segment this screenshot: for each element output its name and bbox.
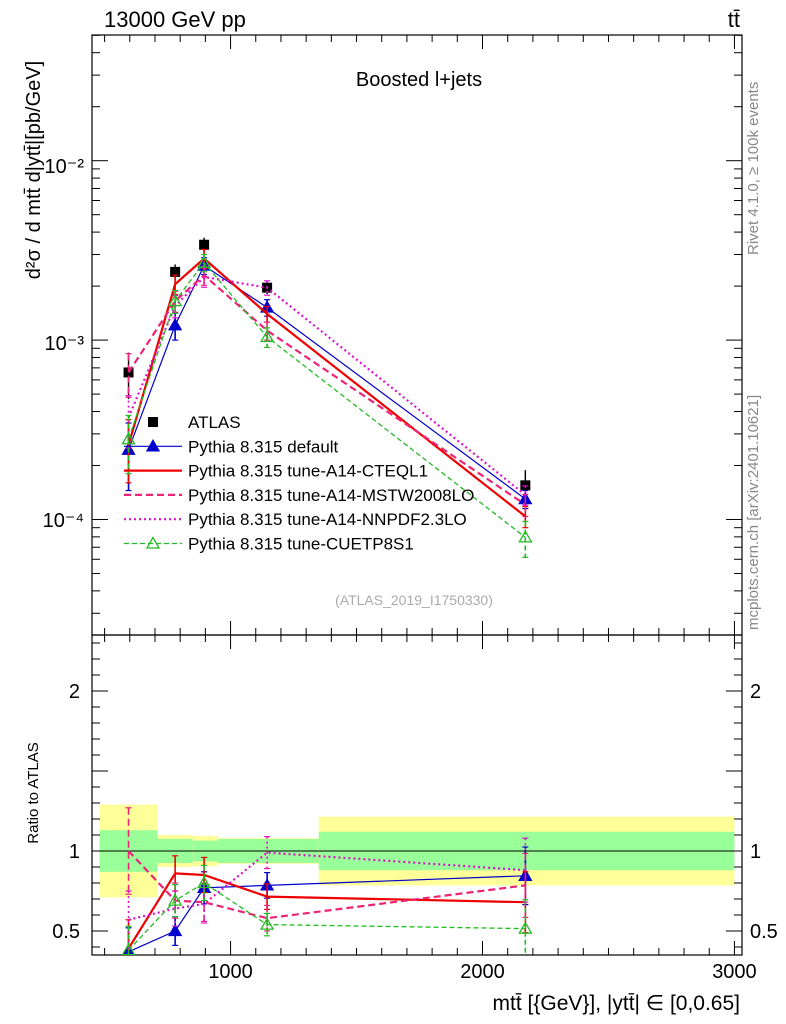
analysis-watermark: (ATLAS_2019_I1750330)	[335, 592, 493, 608]
main-series-group	[121, 237, 533, 558]
legend-marker-default	[145, 438, 161, 452]
atlas-data-point	[123, 367, 134, 378]
ratio-ytick-label-left: 2	[69, 681, 80, 703]
ratio-xtick-label: 2000	[460, 961, 505, 983]
ratio-xtick-label: 3000	[712, 961, 757, 983]
ratio-line-default	[128, 875, 526, 953]
atlas-data-point	[170, 266, 181, 277]
legend-label-mstw: Pythia 8.315 tune-A14-MSTW2008LO	[188, 486, 474, 505]
ratio-xtick-label: 1000	[208, 961, 253, 983]
ratio-line-mstw	[127, 850, 526, 920]
mcplots-reference-label: mcplots.cern.ch [arXiv:2401.10621]	[745, 395, 762, 630]
main-ytick-label-1e-4: 10⁻⁴	[43, 510, 84, 532]
atlas-data-point	[199, 239, 210, 250]
x-axis-title: mtt̄ [{GeV}], |ytt̄| ∈ [0,0.65]	[493, 992, 740, 1015]
ratio-y-axis-title: Ratio to ATLAS	[25, 742, 42, 843]
ratio-ytick-label-left: 1	[69, 841, 80, 863]
ratio-line-cuetp8s1	[128, 882, 526, 951]
main-ytick-label-1e-3: 10⁻³	[45, 333, 85, 355]
ratio-point-cuetp8s1	[168, 893, 183, 906]
ratio-ytick-label-right: 0.5	[750, 921, 778, 943]
ratio-ytick-label-left: 0.5	[52, 921, 80, 943]
ratio-axis-ticks	[92, 635, 742, 955]
rivet-version-label: Rivet 4.1.0, ≥ 100k events	[745, 82, 762, 255]
main-ytick-label-1e-2: 10⁻²	[45, 156, 85, 178]
main-cuetp8s1	[121, 253, 533, 558]
legend-label-cteql1: Pythia 8.315 tune-A14-CTEQL1	[188, 462, 428, 481]
ratio-line-nnpdf	[128, 851, 526, 921]
main-point-cuetp8s1	[168, 293, 183, 307]
ratio-ytick-label-right: 2	[750, 681, 761, 703]
ratio-panel-frame	[91, 634, 743, 956]
main-line-nnpdf	[127, 275, 527, 496]
ratio-point-cuetp8s1	[121, 942, 136, 955]
legend-marker-atlas	[148, 417, 158, 427]
chart-title: Boosted l+jets	[356, 69, 482, 91]
main-y-axis-title: d²σ / d mtt̄ d|ytt̄|[pb/GeV]	[23, 61, 45, 279]
header-right: tt̄	[728, 7, 740, 32]
main-point-cuetp8s1	[121, 431, 136, 445]
legend-label-default: Pythia 8.315 default	[188, 437, 339, 456]
main-point-default	[168, 317, 183, 331]
main-line-mstw	[127, 273, 526, 506]
ratio-xtick-labels: 1000 2000 3000	[208, 961, 756, 983]
main-point-cuetp8s1	[196, 255, 212, 268]
header-left: 13000 GeV pp	[104, 7, 246, 32]
legend-label-cuetp8s1: Pythia 8.315 tune-CUETP8S1	[188, 535, 414, 554]
legend-label-data: ATLAS	[188, 413, 241, 432]
main-line-cuetp8s1	[127, 261, 526, 538]
legend-label-nnpdf: Pythia 8.315 tune-A14-NNPDF2.3LO	[188, 510, 467, 529]
legend-marker-cuetp8s1	[145, 536, 161, 549]
ratio-ytick-label-right: 1	[750, 841, 761, 863]
ratio-point-cuetp8s1	[196, 875, 212, 889]
main-axis-ticks	[92, 34, 742, 635]
ratio-ytick-labels: 0.5 0.5 1 1 2 2	[52, 681, 778, 943]
main-point-cuetp8s1	[259, 329, 275, 343]
ratio-series-group	[121, 807, 533, 955]
ratio-point-cuetp8s1	[518, 921, 533, 934]
ratio-cuetp8s1	[121, 864, 533, 955]
ratio-point-default	[168, 923, 183, 937]
legend: ATLAS Pythia 8.315 default Pythia 8.315 tu…	[124, 413, 474, 554]
main-point-cuetp8s1	[518, 530, 533, 543]
ratio-point-cuetp8s1	[259, 917, 275, 930]
